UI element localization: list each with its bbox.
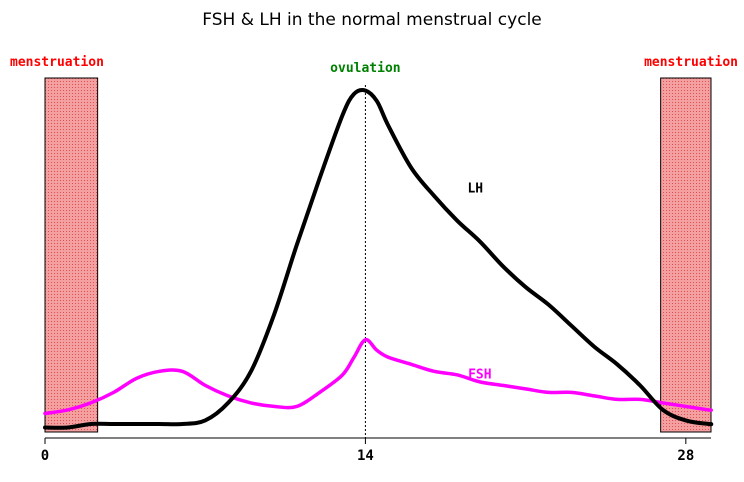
series-labels: LH FSH: [467, 181, 491, 382]
x-tick-label-2: 28: [677, 448, 694, 464]
menstruation-band-0: [44, 77, 99, 433]
menstruation-bands: menstruation menstruation: [10, 55, 738, 433]
series-label-fsh: FSH: [468, 367, 491, 382]
series-line-fsh: [43, 337, 714, 416]
ovulation-label: ovulation: [330, 61, 400, 76]
x-tick-label-1: 14: [357, 448, 374, 464]
series-line-lh: [43, 88, 714, 430]
series-label-lh: LH: [467, 181, 483, 196]
hormone-series: [43, 88, 714, 430]
menstruation-label-0: menstruation: [10, 55, 104, 70]
x-axis: 0 14 28: [41, 437, 711, 464]
x-tick-label-0: 0: [41, 448, 49, 464]
chart-title: FSH & LH in the normal menstrual cycle: [202, 10, 542, 30]
menstruation-label-1: menstruation: [644, 55, 738, 70]
ovulation-markers: ovulation: [330, 61, 401, 438]
menstruation-band-1: [660, 77, 712, 433]
